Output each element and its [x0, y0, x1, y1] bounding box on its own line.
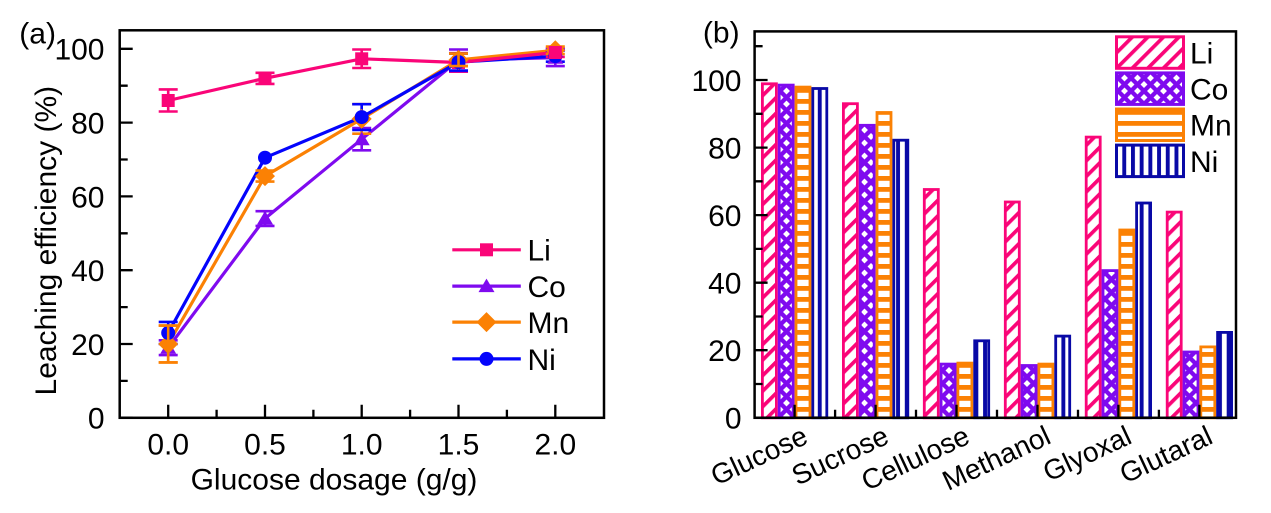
svg-text:20: 20 — [708, 335, 741, 368]
svg-text:Ni: Ni — [528, 344, 556, 377]
svg-text:Co: Co — [528, 271, 566, 304]
svg-text:0: 0 — [725, 403, 742, 436]
svg-text:20: 20 — [71, 329, 104, 362]
svg-text:2.0: 2.0 — [534, 429, 576, 462]
svg-text:40: 40 — [708, 268, 741, 301]
svg-text:Mn: Mn — [528, 307, 570, 340]
svg-text:Li: Li — [1190, 38, 1213, 71]
svg-text:Glucose dosage (g/g): Glucose dosage (g/g) — [191, 464, 478, 497]
svg-text:80: 80 — [708, 133, 741, 166]
svg-text:(b): (b) — [703, 17, 740, 50]
svg-text:1.0: 1.0 — [341, 429, 383, 462]
svg-text:0.0: 0.0 — [147, 429, 189, 462]
svg-text:Li: Li — [528, 235, 551, 268]
svg-text:100: 100 — [54, 34, 104, 67]
svg-text:(a): (a) — [19, 18, 56, 51]
svg-text:60: 60 — [71, 181, 104, 214]
svg-text:1.5: 1.5 — [438, 429, 480, 462]
svg-text:Co: Co — [1190, 74, 1228, 107]
svg-text:0.5: 0.5 — [244, 429, 286, 462]
svg-text:0: 0 — [88, 403, 105, 436]
svg-text:Ni: Ni — [1190, 146, 1218, 179]
svg-text:100: 100 — [691, 65, 741, 98]
svg-text:Leaching efficiency (%): Leaching efficiency (%) — [30, 86, 63, 396]
svg-text:40: 40 — [71, 255, 104, 288]
svg-text:60: 60 — [708, 200, 741, 233]
svg-text:80: 80 — [71, 108, 104, 141]
svg-text:Mn: Mn — [1190, 110, 1232, 143]
